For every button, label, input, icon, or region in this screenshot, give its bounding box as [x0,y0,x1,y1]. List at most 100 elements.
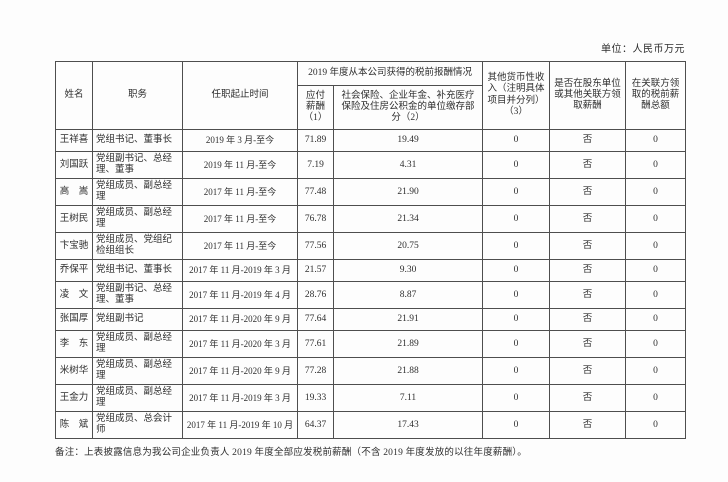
cell-tenure: 2017 年 11 月-至今 [182,205,298,234]
cell-name: 陈 斌 [55,411,93,440]
cell-name: 王祥喜 [55,129,93,152]
cell-payable: 76.78 [297,205,334,234]
cell-related-total: 0 [625,384,687,413]
cell-position: 党组成员、副总经理 [92,384,183,413]
cell-tenure: 2017 年 11 月-至今 [182,232,298,261]
cell-tenure: 2017 年 11 月-2019 年 3 月 [182,259,298,283]
cell-social: 19.49 [332,129,484,152]
cell-related-paid: 否 [549,384,627,413]
unit-label: 单位：人民币万元 [601,44,685,55]
cell-tenure: 2017 年 11 月-2019 年 3 月 [182,384,298,413]
cell-position: 党组副书记、总经理、董事 [92,150,183,180]
cell-social: 21.88 [332,357,484,386]
cell-other-income: 0 [482,205,551,234]
cell-name: 高 嵩 [55,178,93,207]
cell-payable: 21.57 [297,259,334,283]
cell-position: 党组副书记 [92,308,183,332]
cell-other-income: 0 [482,384,551,413]
table-row: 高 嵩 党组成员、副总经理 2017 年 11 月-至今 77.48 21.90… [55,178,687,207]
cell-other-income: 0 [482,232,551,261]
footnote: 备注：上表披露信息为我公司企业负责人 2019 年度全部应发税前薪酬（不含 20… [55,448,527,459]
cell-other-income: 0 [482,150,551,180]
cell-payable: 77.61 [297,330,334,359]
cell-related-total: 0 [625,178,687,207]
cell-related-paid: 否 [549,357,627,386]
col-header-name: 姓名 [55,61,93,130]
col-header-tenure: 任职起止时间 [182,61,298,130]
cell-position: 党组成员、党组纪检组组长 [92,232,183,261]
cell-related-total: 0 [625,357,687,386]
cell-related-total: 0 [625,411,687,440]
cell-related-paid: 否 [549,411,627,440]
cell-name: 米树华 [55,357,93,386]
cell-social: 7.11 [332,384,484,413]
table-row: 李 东 党组成员、副总经理 2017 年 11 月-2020 年 3 月 77.… [55,330,687,359]
col-header-related-total: 在关联方领取的税前薪酬总额 [625,61,687,130]
col-header-related-paid: 是否在股东单位或其他关联方领取薪酬 [549,61,627,130]
cell-payable: 77.28 [297,357,334,386]
cell-payable: 7.19 [297,150,334,180]
cell-position: 党组成员、副总经理 [92,205,183,234]
cell-position: 党组成员、副总经理 [92,330,183,359]
table-row: 乔保平 党组书记、董事长 2017 年 11 月-2019 年 3 月 21.5… [55,259,687,283]
cell-related-total: 0 [625,232,687,261]
cell-related-paid: 否 [549,259,627,283]
compensation-table: 姓名 职务 任职起止时间 2019 年度从本公司获得的税前报酬情况 其他货币性收… [55,61,687,440]
table-row: 张国厚 党组副书记 2017 年 11 月-2020 年 9 月 77.64 2… [55,308,687,332]
cell-related-total: 0 [625,205,687,234]
cell-related-total: 0 [625,129,687,152]
cell-name: 王树民 [55,205,93,234]
table-row: 陈 斌 党组成员、总会计师 2017 年 11 月-2019 年 10 月 64… [55,411,687,440]
cell-position: 党组成员、副总经理 [92,178,183,207]
cell-position: 党组书记、董事长 [92,129,183,152]
cell-social: 4.31 [332,150,484,180]
table-row: 刘国跃 党组副书记、总经理、董事 2019 年 11 月-至今 7.19 4.3… [55,150,687,180]
table-row: 米树华 党组成员、副总经理 2017 年 11 月-2020 年 9 月 77.… [55,357,687,386]
table-row: 王祥喜 党组书记、董事长 2019 年 3 月-至今 71.89 19.49 0… [55,129,687,152]
cell-name: 刘国跃 [55,150,93,180]
cell-related-paid: 否 [549,308,627,332]
cell-tenure: 2017 年 11 月-2019 年 10 月 [182,411,298,440]
col-header-position: 职务 [92,61,183,130]
cell-name: 张国厚 [55,308,93,332]
cell-social: 21.90 [332,178,484,207]
cell-tenure: 2017 年 11 月-2020 年 9 月 [182,308,298,332]
cell-other-income: 0 [482,308,551,332]
cell-social: 21.89 [332,330,484,359]
col-header-other-income: 其他货币性收入（注明具体项目并分列）（3） [482,61,551,130]
cell-other-income: 0 [482,357,551,386]
header-row-sub: 应付 薪酬 （1） 社会保险、企业年金、补充医疗保险及住房公积金的单位缴存部分（… [56,85,686,130]
col-header-2019-group: 2019 年度从本公司获得的税前报酬情况 [296,61,484,86]
cell-other-income: 0 [482,178,551,207]
cell-related-paid: 否 [549,232,627,261]
cell-related-paid: 否 [549,129,627,152]
cell-payable: 77.48 [297,178,334,207]
cell-payable: 64.37 [297,411,334,440]
cell-social: 17.43 [332,411,484,440]
cell-position: 党组书记、董事长 [92,259,183,283]
cell-other-income: 0 [482,259,551,283]
col-header-payable: 应付 薪酬 （1） [297,85,334,130]
cell-related-total: 0 [625,308,687,332]
cell-name: 王金力 [55,384,93,413]
cell-related-total: 0 [625,281,687,310]
cell-social: 21.91 [332,308,484,332]
cell-tenure: 2017 年 11 月-2019 年 4 月 [182,281,298,310]
cell-related-total: 0 [625,150,687,180]
table-row: 王树民 党组成员、副总经理 2017 年 11 月-至今 76.78 21.34… [55,205,687,234]
cell-related-paid: 否 [549,330,627,359]
cell-tenure: 2017 年 11 月-2020 年 9 月 [182,357,298,386]
cell-payable: 77.64 [297,308,334,332]
cell-social: 9.30 [332,259,484,283]
cell-related-total: 0 [625,259,687,283]
table-header: 姓名 职务 任职起止时间 2019 年度从本公司获得的税前报酬情况 其他货币性收… [55,61,687,130]
header-row-group: 姓名 职务 任职起止时间 2019 年度从本公司获得的税前报酬情况 其他货币性收… [55,61,687,130]
cell-payable: 77.56 [297,232,334,261]
cell-tenure: 2017 年 11 月-至今 [182,178,298,207]
cell-related-paid: 否 [549,281,627,310]
cell-related-total: 0 [625,330,687,359]
cell-related-paid: 否 [549,178,627,207]
cell-name: 卞宝驰 [55,232,93,261]
cell-social: 8.87 [332,281,484,310]
cell-position: 党组副书记、总经理、董事 [92,281,183,310]
